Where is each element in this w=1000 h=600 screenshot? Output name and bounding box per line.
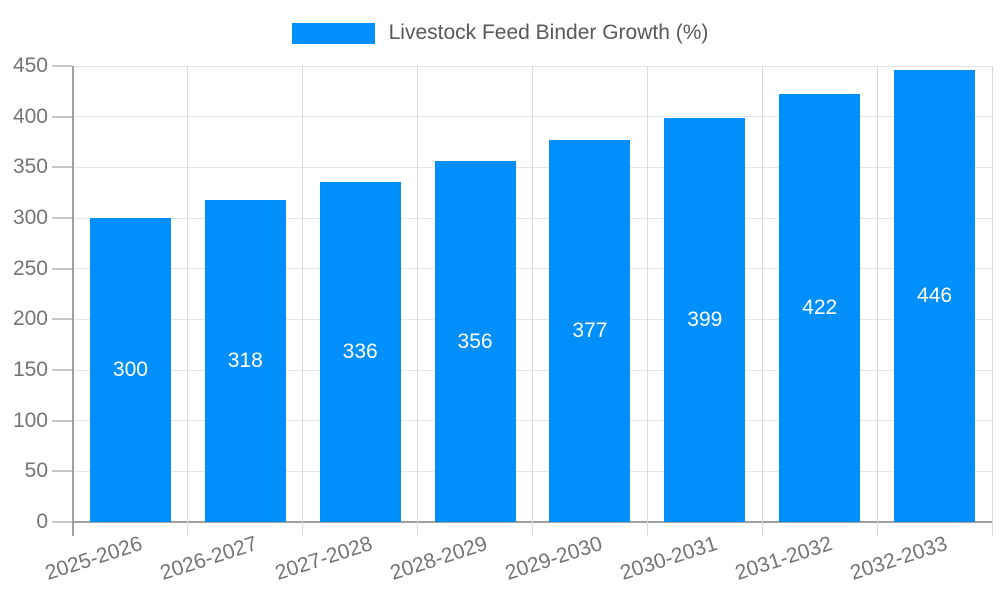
- bar[interactable]: 446: [894, 70, 976, 522]
- category-boundary-line: [646, 66, 648, 536]
- bar-value-label: 399: [687, 307, 723, 331]
- bar[interactable]: 422: [779, 94, 861, 522]
- legend-label: Livestock Feed Binder Growth (%): [388, 21, 709, 44]
- y-axis-tick: [52, 65, 72, 67]
- y-tick-label: 200: [12, 307, 48, 331]
- legend[interactable]: Livestock Feed Binder Growth (%): [0, 21, 1000, 45]
- y-tick-label: 150: [12, 358, 48, 381]
- bar-value-label: 318: [227, 348, 263, 372]
- legend-swatch: [291, 22, 375, 44]
- plot-area: 300 318 336 356 377 399 422 446: [73, 65, 993, 536]
- y-tick-label: 100: [12, 408, 48, 432]
- y-tick-label: 400: [12, 104, 48, 128]
- bar-value-label: 422: [802, 296, 838, 320]
- category-boundary-line: [532, 66, 533, 536]
- bar[interactable]: 356: [434, 161, 516, 522]
- bar-value-label: 446: [917, 284, 953, 308]
- bar[interactable]: 300: [89, 218, 171, 522]
- y-axis-tick: [52, 318, 72, 321]
- y-tick-label: 300: [12, 206, 48, 229]
- bar-value-label: 356: [457, 329, 493, 353]
- y-tick-label: 350: [12, 155, 48, 179]
- y-axis-tick: [52, 369, 72, 371]
- y-tick-label: 250: [12, 256, 48, 280]
- category-boundary-line: [187, 66, 189, 536]
- bar-value-label: 336: [342, 339, 378, 363]
- y-axis-tick: [52, 521, 72, 523]
- bar-value-label: 377: [572, 318, 608, 342]
- category-boundary-line: [991, 66, 993, 536]
- y-axis-line: [72, 66, 74, 536]
- y-tick-label: 0: [36, 510, 48, 533]
- bar[interactable]: 318: [204, 199, 286, 522]
- category-boundary-line: [876, 66, 878, 536]
- y-axis-tick: [52, 419, 72, 422]
- y-tick-label: 450: [12, 54, 48, 77]
- bar[interactable]: 377: [549, 139, 631, 522]
- y-axis-tick: [52, 470, 72, 473]
- y-axis-tick: [52, 267, 72, 270]
- category-boundary-line: [302, 66, 304, 536]
- y-axis-tick: [52, 166, 72, 169]
- bar-value-label: 300: [112, 358, 148, 381]
- category-boundary-line: [761, 66, 763, 536]
- bar[interactable]: 336: [319, 181, 401, 522]
- category-boundary-line: [417, 66, 419, 536]
- y-axis-tick: [52, 115, 72, 118]
- bar[interactable]: 399: [664, 117, 746, 522]
- y-axis-tick: [52, 217, 72, 219]
- y-tick-label: 50: [24, 459, 48, 483]
